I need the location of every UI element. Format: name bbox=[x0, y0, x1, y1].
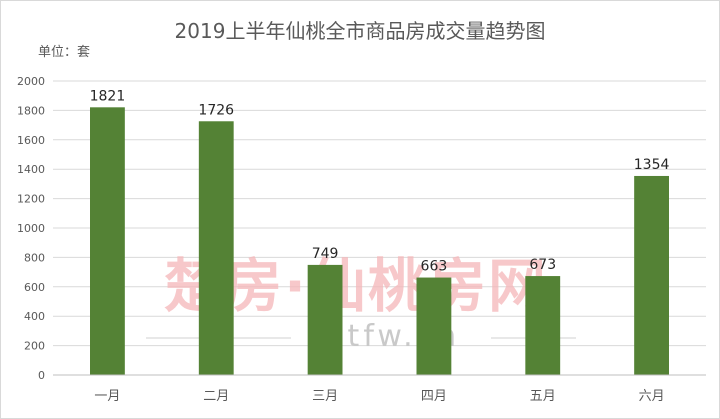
x-tick-label: 三月 bbox=[312, 389, 338, 404]
y-tick-label: 200 bbox=[24, 340, 45, 353]
y-tick-label: 1200 bbox=[17, 193, 45, 206]
unit-label: 单位：套 bbox=[38, 45, 91, 60]
bar bbox=[634, 175, 669, 375]
bar bbox=[525, 276, 561, 375]
data-label: 673 bbox=[529, 257, 556, 273]
y-tick-label: 800 bbox=[24, 251, 45, 264]
y-tick-label: 0 bbox=[38, 369, 45, 382]
data-label: 663 bbox=[421, 259, 448, 275]
y-tick-label: 2000 bbox=[17, 75, 45, 88]
bar bbox=[416, 277, 452, 375]
data-label: 1726 bbox=[198, 102, 234, 118]
data-label: 749 bbox=[312, 246, 339, 262]
y-tick-label: 400 bbox=[24, 310, 45, 323]
chart-title: 2019上半年仙桃全市商品房成交量趋势图 bbox=[174, 19, 546, 43]
y-tick-label: 1600 bbox=[17, 134, 45, 147]
x-tick-label: 一月 bbox=[94, 389, 120, 404]
x-tick-label: 五月 bbox=[530, 389, 556, 404]
y-tick-label: 1400 bbox=[17, 163, 45, 176]
y-tick-label: 1800 bbox=[17, 104, 45, 117]
data-label: 1354 bbox=[634, 157, 670, 173]
data-label: 1821 bbox=[90, 88, 126, 104]
x-tick-label: 六月 bbox=[639, 389, 665, 404]
bar bbox=[198, 121, 234, 375]
bar bbox=[90, 107, 125, 376]
bar bbox=[307, 264, 343, 375]
y-tick-label: 600 bbox=[24, 281, 45, 294]
y-tick-label: 1000 bbox=[17, 222, 45, 235]
x-tick-label: 二月 bbox=[203, 389, 229, 404]
x-tick-label: 四月 bbox=[421, 389, 447, 404]
